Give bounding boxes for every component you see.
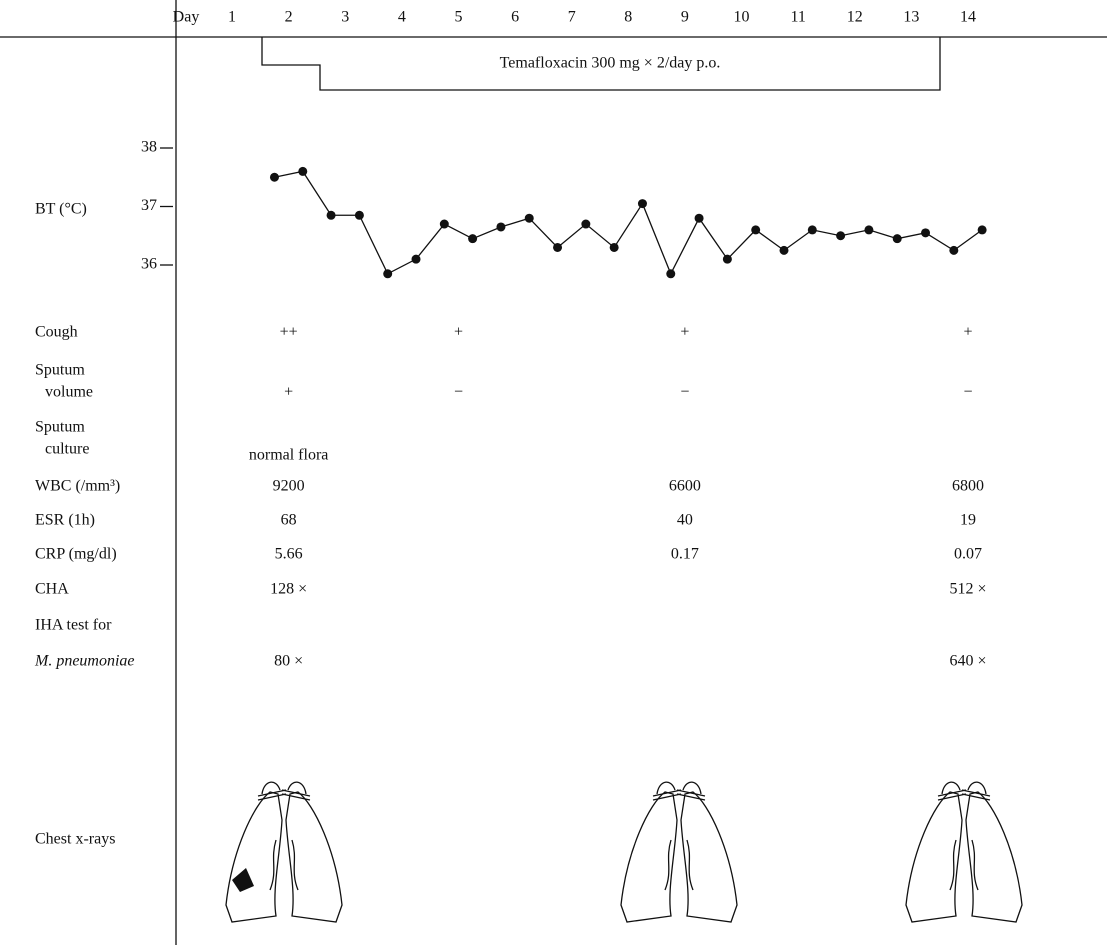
- page: {"chart_data": {"type": "line", "xlabel"…: [0, 0, 1107, 945]
- xray-label: Chest x-rays: [35, 831, 115, 848]
- temperature-point: [751, 225, 760, 234]
- x-tick-label: 11: [790, 9, 805, 26]
- xray-drawing: [621, 782, 737, 922]
- temperature-point: [383, 269, 392, 278]
- x-tick-label: 14: [960, 9, 976, 26]
- temperature-point: [525, 214, 534, 223]
- row-value: 80 ×: [274, 653, 303, 670]
- temperature-point: [298, 167, 307, 176]
- x-tick-label: 13: [903, 9, 919, 26]
- x-tick-label: 9: [681, 9, 689, 26]
- row-value: 5.66: [275, 546, 303, 563]
- temperature-point: [921, 228, 930, 237]
- temperature-point: [581, 220, 590, 229]
- row-value: 6600: [669, 478, 701, 495]
- x-tick-label: 4: [398, 9, 406, 26]
- x-tick-label: 1: [228, 9, 236, 26]
- row-value: 0.07: [954, 546, 982, 563]
- row-value: +: [963, 324, 972, 341]
- temperature-point: [864, 225, 873, 234]
- x-tick-label: 10: [734, 9, 750, 26]
- temperature-point: [270, 173, 279, 182]
- temperature-point: [978, 225, 987, 234]
- x-tick-label: 6: [511, 9, 519, 26]
- clinical-course-chart: Temafloxacin 300 mg × 2/day p.o. Day BT …: [0, 0, 1107, 945]
- temperature-point: [355, 211, 364, 220]
- temperature-point: [412, 255, 421, 264]
- row-value: 9200: [273, 478, 305, 495]
- x-tick-label: 5: [454, 9, 462, 26]
- temperature-point: [610, 243, 619, 252]
- row-label: culture: [45, 441, 89, 458]
- row-value: 640 ×: [949, 653, 986, 670]
- temperature-point: [327, 211, 336, 220]
- temperature-point: [553, 243, 562, 252]
- temperature-point: [468, 234, 477, 243]
- row-value: ++: [280, 324, 298, 341]
- row-value: 19: [960, 512, 976, 529]
- temperature-point: [638, 199, 647, 208]
- row-label: M. pneumoniae: [34, 653, 135, 670]
- row-value: +: [284, 384, 293, 401]
- xray-shadow: [232, 868, 254, 892]
- temperature-point: [695, 214, 704, 223]
- x-tick-label: 3: [341, 9, 349, 26]
- x-tick-label: 8: [624, 9, 632, 26]
- treatment-label: Temafloxacin 300 mg × 2/day p.o.: [500, 55, 721, 72]
- row-label: ESR (1h): [35, 512, 95, 529]
- row-label: volume: [45, 384, 93, 401]
- y-tick-label: 36: [141, 256, 157, 273]
- temperature-point: [440, 220, 449, 229]
- row-value: −: [454, 384, 463, 401]
- temperature-point: [666, 269, 675, 278]
- row-value: −: [963, 384, 972, 401]
- temperature-point: [496, 222, 505, 231]
- temperature-point: [893, 234, 902, 243]
- row-value: +: [680, 324, 689, 341]
- temperature-point: [836, 231, 845, 240]
- row-value: 512 ×: [949, 581, 986, 598]
- row-value: normal flora: [249, 447, 329, 464]
- row-value: 40: [677, 512, 693, 529]
- row-value: 128 ×: [270, 581, 307, 598]
- y-tick-label: 38: [141, 139, 157, 156]
- row-value: 6800: [952, 478, 984, 495]
- xray-drawing: [226, 782, 342, 922]
- temperature-point: [723, 255, 732, 264]
- temperature-point: [949, 246, 958, 255]
- row-label: Cough: [35, 324, 78, 341]
- temperature-point: [808, 225, 817, 234]
- temperature-line: [274, 171, 982, 273]
- row-label: CHA: [35, 581, 69, 598]
- row-value: −: [680, 384, 689, 401]
- row-label: IHA test for: [35, 617, 112, 634]
- row-value: 68: [281, 512, 297, 529]
- x-tick-label: 2: [285, 9, 293, 26]
- row-value: 0.17: [671, 546, 699, 563]
- x-tick-label: 12: [847, 9, 863, 26]
- x-tick-label: 7: [568, 9, 576, 26]
- row-value: +: [454, 324, 463, 341]
- row-label: CRP (mg/dl): [35, 546, 117, 563]
- x-axis-label: Day: [173, 9, 200, 26]
- row-label: Sputum: [35, 362, 85, 379]
- y-axis-label: BT (°C): [35, 201, 87, 218]
- y-tick-label: 37: [141, 197, 157, 214]
- row-label: Sputum: [35, 419, 85, 436]
- xray-drawing: [906, 782, 1022, 922]
- row-label: WBC (/mm³): [35, 478, 120, 495]
- temperature-point: [779, 246, 788, 255]
